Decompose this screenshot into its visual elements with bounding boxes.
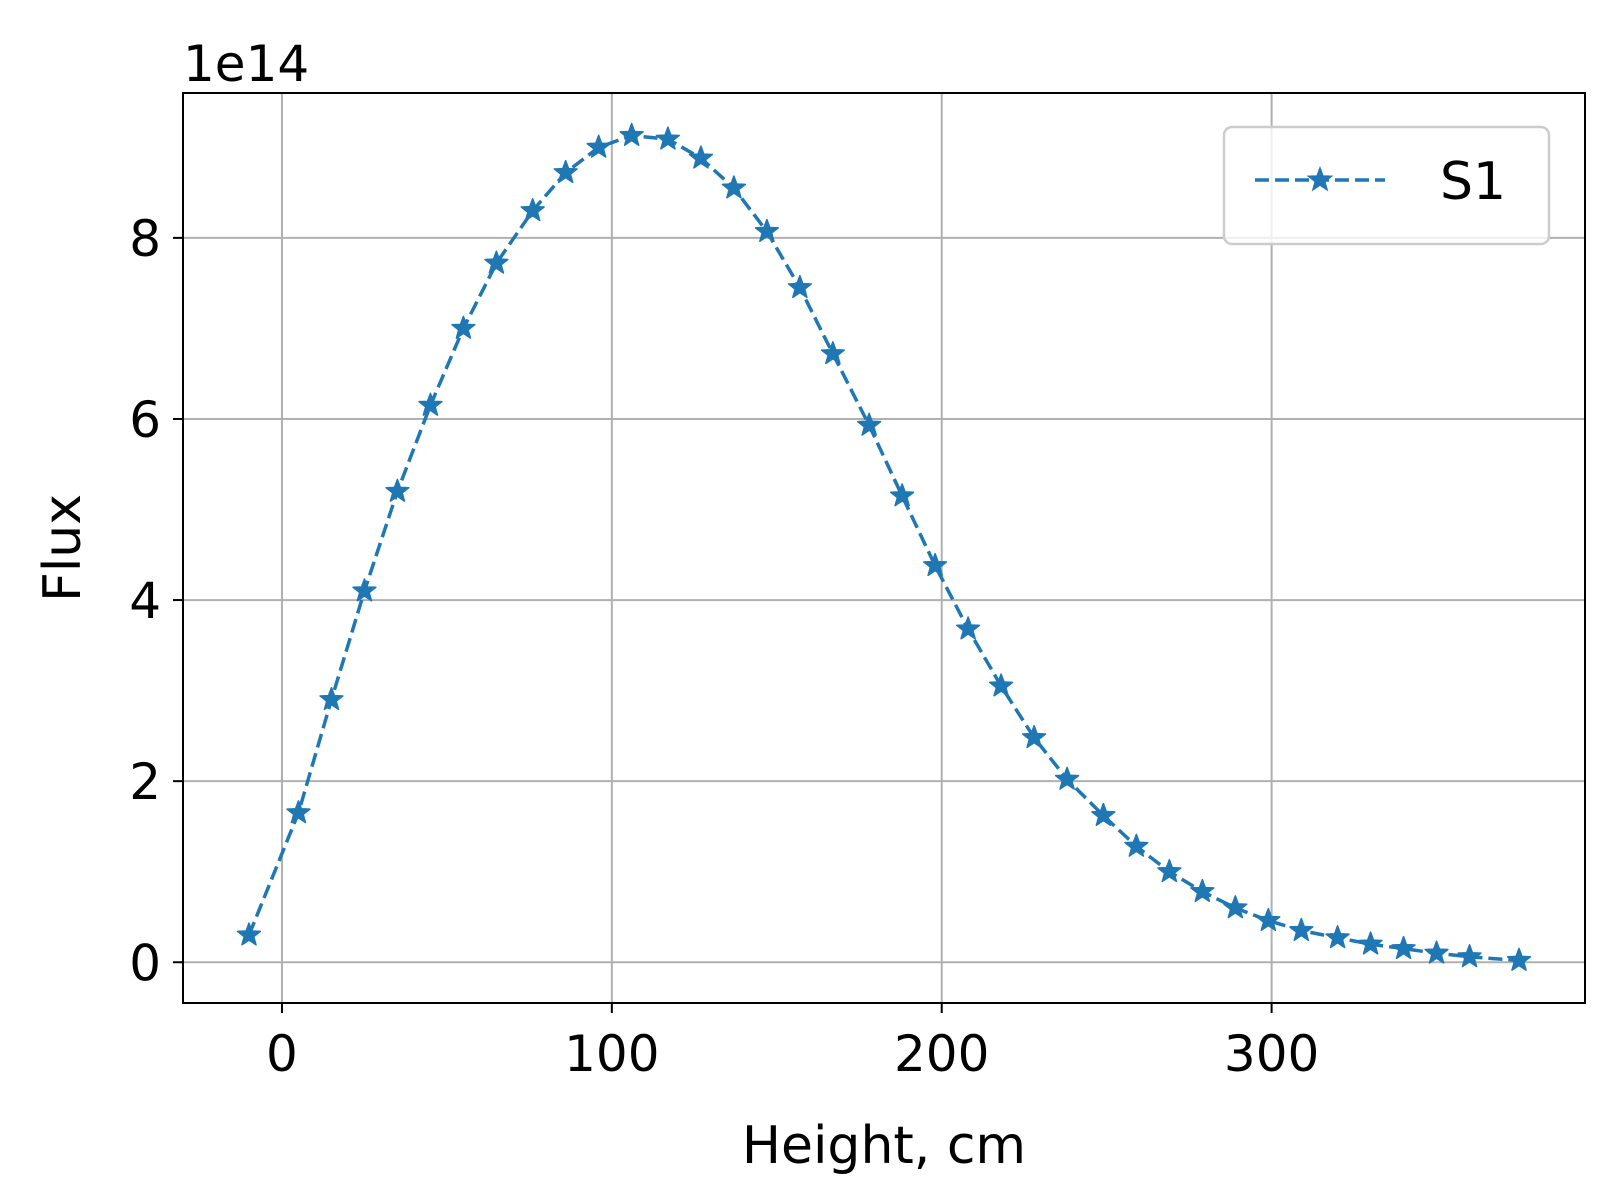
data-point-marker [1506, 947, 1532, 971]
data-point-marker [1424, 940, 1449, 964]
data-point-marker [352, 578, 377, 602]
data-point-marker [922, 552, 948, 577]
data-point-marker [484, 250, 509, 274]
data-point-marker [820, 341, 846, 365]
y-tick-label: 0 [129, 934, 161, 992]
data-point-marker [1325, 925, 1350, 949]
data-point-marker [754, 218, 780, 242]
data-point-marker [1289, 917, 1314, 942]
data-point-marker [1190, 878, 1215, 903]
legend-label-s1: S1 [1440, 152, 1506, 212]
data-point-marker [955, 616, 981, 640]
legend-star-marker [1306, 165, 1334, 192]
data-point-marker [688, 145, 714, 169]
x-tick-label: 0 [266, 1025, 298, 1083]
data-point-marker [787, 274, 813, 299]
x-axis-label: Height, cm [742, 1116, 1026, 1176]
data-point-marker [619, 122, 644, 147]
plot-frame [182, 92, 1586, 1004]
data-point-marker [236, 922, 262, 946]
data-point-marker [1157, 858, 1182, 883]
y-offset-label: 1e14 [183, 35, 309, 93]
data-point-marker [451, 315, 476, 339]
data-point-marker [988, 673, 1014, 697]
x-tick-label: 300 [1224, 1025, 1319, 1083]
data-point-marker [889, 483, 915, 507]
y-tick-label: 6 [129, 391, 161, 449]
data-point-marker [1256, 907, 1281, 932]
x-axis: 0 100 200 300 [266, 1003, 1319, 1083]
data-point-marker [553, 159, 578, 184]
data-point-marker [1124, 833, 1149, 857]
y-tick-label: 2 [129, 753, 161, 811]
y-axis-label: Flux [33, 494, 93, 602]
legend: S1 [1222, 125, 1551, 246]
data-point-marker [385, 478, 410, 502]
data-point-marker [655, 126, 681, 150]
data-point-marker [520, 197, 545, 222]
data-point-marker [319, 686, 344, 711]
series-layer [236, 122, 1532, 971]
legend-box [1222, 125, 1551, 246]
y-tick-label: 8 [129, 210, 161, 268]
x-tick-label: 100 [564, 1025, 659, 1083]
data-point-marker [1457, 944, 1482, 968]
y-tick-label: 4 [129, 572, 161, 630]
data-point-marker [586, 134, 611, 158]
data-point-marker [1091, 802, 1116, 827]
data-point-marker [856, 412, 882, 436]
data-point-marker [286, 800, 311, 824]
x-tick-label: 200 [894, 1025, 989, 1083]
data-point-marker [1358, 931, 1383, 955]
y-axis: 0 2 4 6 8 [129, 210, 183, 992]
data-point-marker [721, 175, 747, 199]
data-point-marker [418, 392, 443, 416]
data-point-marker [1391, 935, 1416, 960]
data-point-marker [1223, 895, 1248, 919]
data-point-marker [1054, 766, 1080, 790]
data-point-marker [1021, 724, 1047, 749]
